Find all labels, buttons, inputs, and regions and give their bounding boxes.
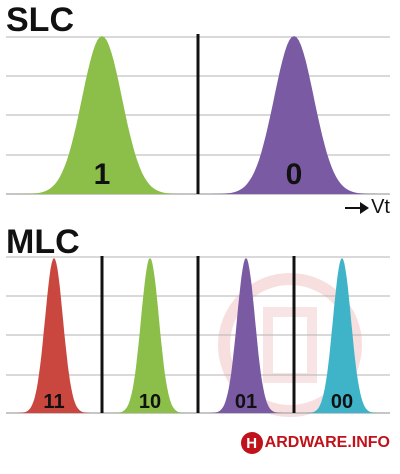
arrow-right-icon [345, 201, 370, 214]
state-label-00: 00 [331, 391, 353, 413]
slc-title: SLC [6, 1, 74, 39]
distribution-1 [8, 36, 196, 194]
slc-axis-label: Vt [345, 196, 390, 219]
slc-axis-text: Vt [371, 196, 390, 218]
mlc-plot: 11 10 01 00 [6, 256, 390, 414]
brand-text: ARDWARE.INFO [264, 434, 390, 451]
distribution-11 [8, 258, 100, 413]
state-label-01: 01 [235, 391, 257, 413]
state-label-0: 0 [286, 158, 303, 191]
brand-watermark: H ARDWARE.INFO [240, 432, 390, 454]
distribution-00 [296, 258, 388, 413]
brand-logo-icon: H [240, 432, 263, 454]
state-label-11: 11 [43, 391, 64, 413]
state-label-1: 1 [94, 158, 111, 191]
watermark-h-mark [263, 307, 317, 383]
distribution-10 [104, 258, 196, 413]
state-label-10: 10 [139, 391, 161, 413]
distribution-0 [200, 36, 388, 194]
watermark-ring [218, 273, 362, 417]
watermark-logo [218, 273, 362, 417]
distribution-01 [200, 258, 292, 413]
mlc-title: MLC [6, 223, 80, 261]
